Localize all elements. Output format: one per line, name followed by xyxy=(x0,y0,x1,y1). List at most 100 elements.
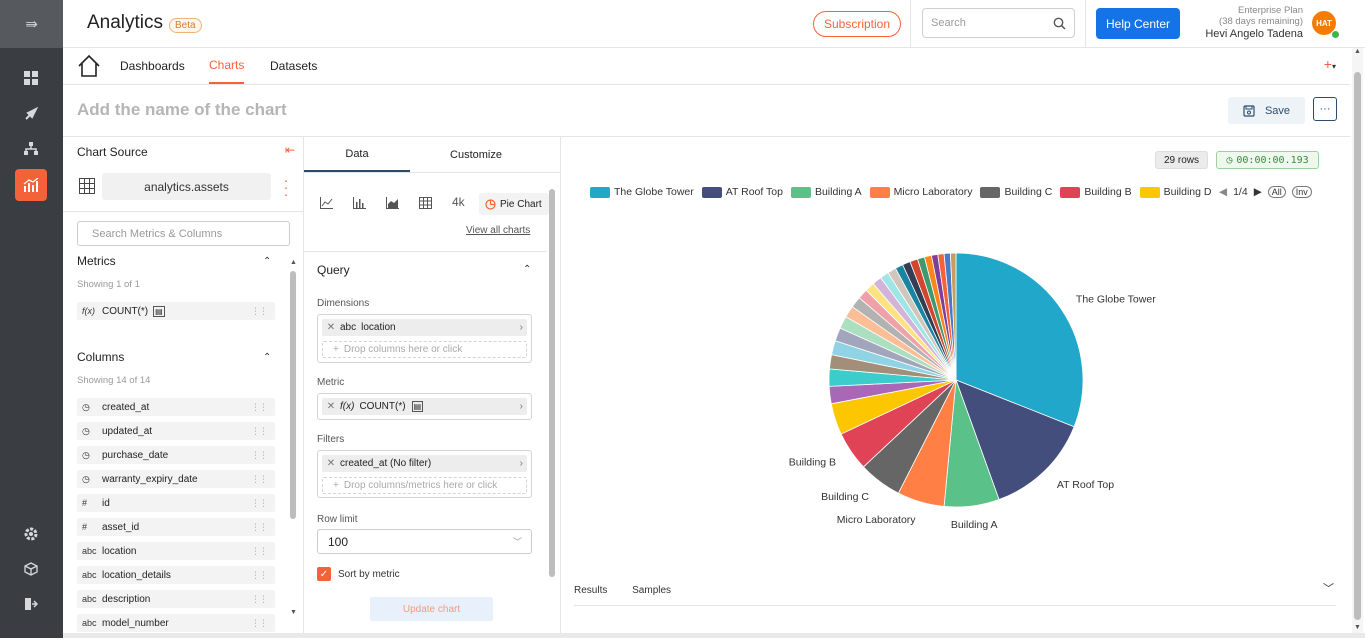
bar-chart-icon[interactable] xyxy=(353,197,366,209)
scroll-up-icon[interactable]: ▲ xyxy=(1354,48,1361,55)
legend-item[interactable]: AT Roof Top xyxy=(701,186,783,198)
drag-handle-icon[interactable]: ⋮⋮ xyxy=(251,449,268,460)
dataset-menu-icon[interactable]: · · · xyxy=(283,172,289,202)
collapse-panel-icon[interactable]: ⇤ xyxy=(285,143,296,157)
view-all-charts-link[interactable]: View all charts xyxy=(466,225,531,236)
search-input[interactable]: Search xyxy=(922,8,1075,38)
drag-handle-icon[interactable]: ⋮⋮ xyxy=(251,305,268,316)
chart-name-input[interactable]: Add the name of the chart xyxy=(77,100,287,119)
pie-slice[interactable] xyxy=(949,252,957,381)
drop-filters-zone[interactable]: + Drop columns/metrics here or click xyxy=(322,477,527,494)
metric-item[interactable]: f(x) COUNT(*) ▤ ⋮⋮ xyxy=(77,302,275,320)
remove-icon[interactable]: ✕ xyxy=(326,458,336,469)
area-chart-icon[interactable] xyxy=(386,197,399,209)
add-button[interactable]: +▾ xyxy=(1323,56,1336,72)
drag-handle-icon[interactable]: ⋮⋮ xyxy=(251,473,268,484)
more-options-button[interactable]: ··· xyxy=(1313,97,1337,121)
update-chart-button[interactable]: Update chart xyxy=(370,597,493,621)
dashboard-icon[interactable] xyxy=(15,62,47,94)
drag-handle-icon[interactable]: ⋮⋮ xyxy=(251,593,268,604)
source-scrollbar[interactable]: ▲ ▼ xyxy=(290,259,297,619)
legend-all-button[interactable]: All xyxy=(1267,186,1286,198)
logout-icon[interactable] xyxy=(15,588,47,620)
collapse-arrow-icon[interactable]: ⇛ xyxy=(0,0,63,48)
page-scrollbar[interactable]: ▲ ▼ xyxy=(1352,48,1363,633)
filter-chip[interactable]: ✕ created_at (No filter) › xyxy=(322,455,527,472)
home-icon[interactable] xyxy=(77,54,101,81)
drag-handle-icon[interactable]: ⋮⋮ xyxy=(251,569,268,580)
chevron-right-icon[interactable]: › xyxy=(519,401,523,412)
dataset-selector[interactable]: analytics.assets xyxy=(102,173,271,200)
tab-samples[interactable]: Samples xyxy=(632,585,672,596)
drop-columns-zone[interactable]: + Drop columns here or click xyxy=(322,341,527,358)
chevron-down-icon[interactable]: ﹀ xyxy=(1323,583,1334,595)
chevron-up-icon[interactable]: ⌃ xyxy=(523,264,532,275)
remove-icon[interactable]: ✕ xyxy=(326,401,336,412)
plan-name: Enterprise Plan xyxy=(1238,5,1303,16)
legend-item[interactable]: Building D xyxy=(1139,186,1211,198)
legend-next-icon[interactable]: ▶ xyxy=(1253,186,1262,198)
help-center-button[interactable]: Help Center xyxy=(1096,8,1180,39)
save-button[interactable]: Save xyxy=(1228,97,1305,124)
legend-item[interactable]: Building C xyxy=(980,186,1052,198)
drag-handle-icon[interactable]: ⋮⋮ xyxy=(251,425,268,436)
column-item[interactable]: ◷ warranty_expiry_date ⋮⋮ xyxy=(77,470,275,488)
column-item[interactable]: abc model_number ⋮⋮ xyxy=(77,614,275,632)
scroll-up-icon[interactable]: ▲ xyxy=(290,259,297,266)
big-number-chart-button[interactable]: 4k xyxy=(452,195,465,209)
config-scrollbar[interactable] xyxy=(549,189,555,579)
legend-invert-button[interactable]: Inv xyxy=(1291,186,1312,198)
tab-data[interactable]: Data xyxy=(304,137,410,172)
chevron-right-icon[interactable]: › xyxy=(519,458,523,469)
pie-slice[interactable] xyxy=(955,379,1075,501)
metrics-columns-search-input[interactable]: Search Metrics & Columns xyxy=(77,221,290,246)
drag-handle-icon[interactable]: ⋮⋮ xyxy=(251,521,268,532)
sort-by-metric-checkbox[interactable]: ✓ xyxy=(317,567,331,581)
column-item[interactable]: ◷ purchase_date ⋮⋮ xyxy=(77,446,275,464)
column-item[interactable]: abc location ⋮⋮ xyxy=(77,542,275,560)
column-item[interactable]: abc description ⋮⋮ xyxy=(77,590,275,608)
gear-icon[interactable] xyxy=(15,518,47,550)
scrollbar-thumb[interactable] xyxy=(1354,72,1361,620)
row-limit-select[interactable]: 100 ﹀ xyxy=(317,529,532,554)
legend-item[interactable]: Building A xyxy=(790,186,862,198)
chevron-up-icon[interactable]: ⌃ xyxy=(263,352,272,363)
chevron-up-icon[interactable]: ⌃ xyxy=(263,256,272,267)
line-chart-icon[interactable] xyxy=(320,197,333,209)
tab-results[interactable]: Results xyxy=(574,585,608,596)
legend-item[interactable]: Micro Laboratory xyxy=(869,186,972,198)
drag-handle-icon[interactable]: ⋮⋮ xyxy=(251,545,268,556)
drag-handle-icon[interactable]: ⋮⋮ xyxy=(251,497,268,508)
dimension-chip[interactable]: ✕ abc location › xyxy=(322,319,527,336)
legend-item[interactable]: The Globe Tower xyxy=(590,186,694,198)
table-icon[interactable] xyxy=(419,197,432,209)
scrollbar-thumb[interactable] xyxy=(290,271,296,519)
column-item[interactable]: ◷ created_at ⋮⋮ xyxy=(77,398,275,416)
scroll-down-icon[interactable]: ▼ xyxy=(1354,624,1361,631)
drag-handle-icon[interactable]: ⋮⋮ xyxy=(251,617,268,628)
chevron-right-icon[interactable]: › xyxy=(519,322,523,333)
pie-chart-button[interactable]: Pie Chart xyxy=(479,193,549,215)
cube-icon[interactable] xyxy=(15,553,47,585)
pie-slice[interactable] xyxy=(955,252,1084,428)
scrollbar-thumb[interactable] xyxy=(549,189,555,577)
legend-item[interactable]: Building B xyxy=(1060,186,1132,198)
column-item[interactable]: # id ⋮⋮ xyxy=(77,494,275,512)
column-item[interactable]: abc location_details ⋮⋮ xyxy=(77,566,275,584)
scroll-down-icon[interactable]: ▼ xyxy=(290,609,297,616)
tab-customize[interactable]: Customize xyxy=(450,148,502,161)
tab-dashboards[interactable]: Dashboards xyxy=(120,59,185,73)
rocket-icon[interactable] xyxy=(15,98,47,130)
column-item[interactable]: ◷ updated_at ⋮⋮ xyxy=(77,422,275,440)
chart-icon[interactable] xyxy=(15,169,47,201)
remove-icon[interactable]: ✕ xyxy=(326,322,336,333)
drag-handle-icon[interactable]: ⋮⋮ xyxy=(251,401,268,412)
tab-datasets[interactable]: Datasets xyxy=(270,59,318,73)
metric-chip[interactable]: ✕ f(x) COUNT(*) ▤ › xyxy=(322,398,527,415)
legend-prev-icon[interactable]: ◀ xyxy=(1219,186,1228,198)
tab-charts[interactable]: Charts xyxy=(209,48,245,84)
column-item[interactable]: # asset_id ⋮⋮ xyxy=(77,518,275,536)
save-icon xyxy=(1243,104,1255,117)
subscription-button[interactable]: Subscription xyxy=(813,11,901,37)
hierarchy-icon[interactable] xyxy=(15,133,47,165)
